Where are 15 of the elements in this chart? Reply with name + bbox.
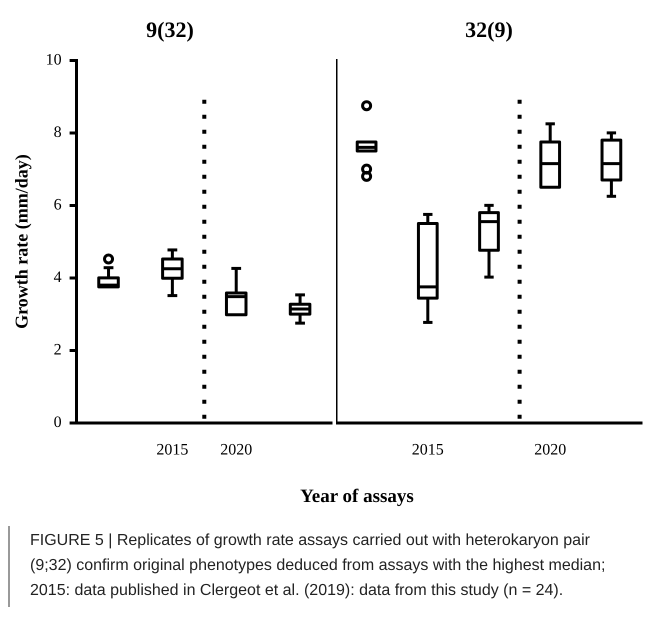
caption: FIGURE 5 | Replicates of growth rate assays carried out with heterokaryon pair (9;32) confirm original phenotypes deduced from assays with the highest median; 2015: data published in Clergeot et al. (2019): data from this study (n = 24).: [8, 526, 646, 607]
x-tick-label: 2020: [534, 442, 566, 459]
x-tick-label: 2015: [156, 442, 188, 459]
y-tick-label: 2: [54, 342, 62, 359]
y-tick-label: 8: [54, 124, 62, 142]
x-tick-label: 2020: [220, 442, 252, 459]
y-tick-label: 0: [54, 414, 62, 432]
chart-title: 9(32): [146, 16, 194, 42]
y-tick-label: 10: [46, 52, 62, 69]
x-axis-title: Year of assays: [299, 486, 415, 508]
y-tick-label: 4: [54, 269, 62, 286]
x-tick-label: 2015: [412, 442, 444, 459]
chart-title: 32(9): [465, 16, 513, 42]
y-axis-title: Growth rate (mm/day): [11, 154, 32, 329]
y-tick-label: 6: [54, 196, 62, 214]
